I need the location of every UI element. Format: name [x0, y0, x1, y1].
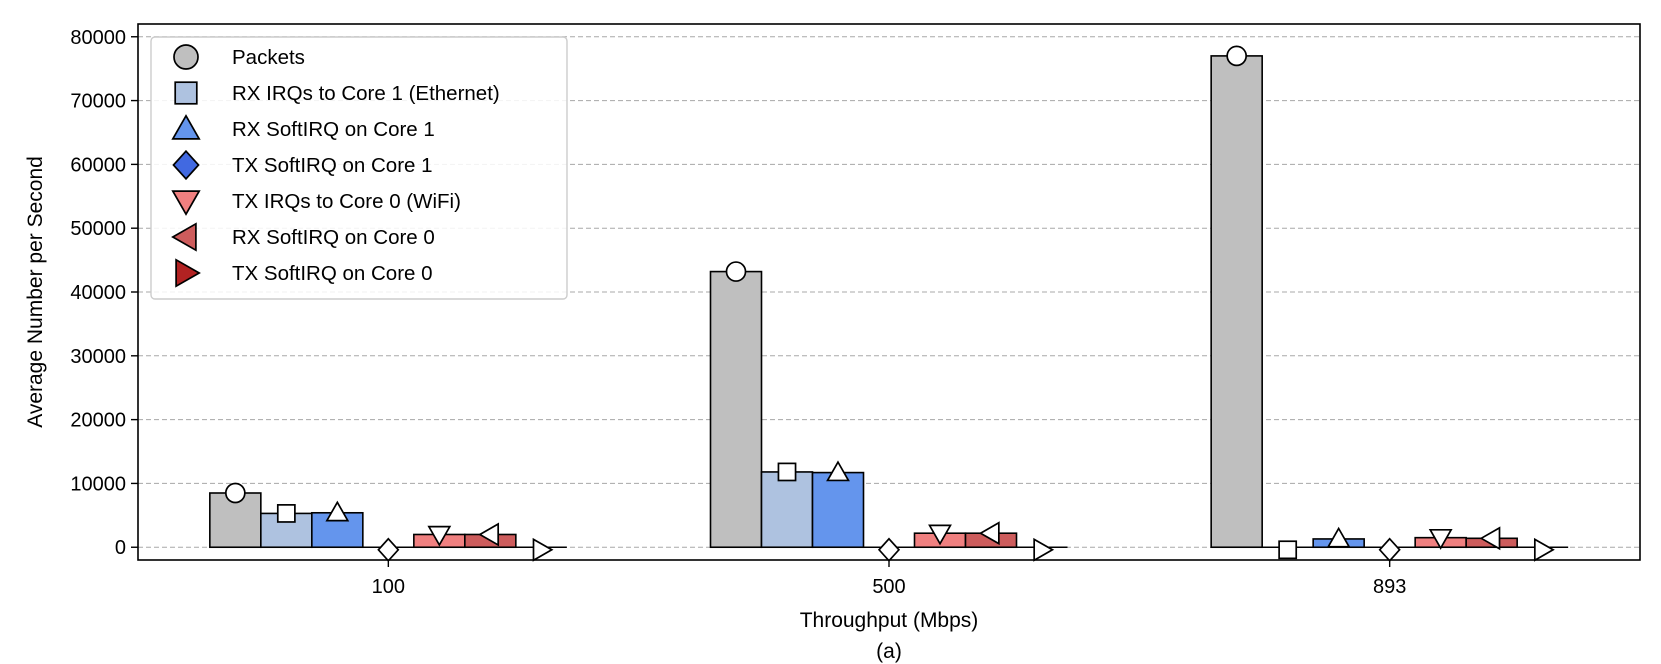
y-tick-label: 70000: [70, 91, 126, 113]
bar: [709, 270, 763, 549]
figure-caption: (a): [876, 640, 902, 663]
data-marker: [777, 462, 797, 482]
x-tick-label: 100: [372, 576, 405, 598]
legend-label: TX SoftIRQ on Core 1: [232, 154, 433, 177]
y-axis-title: Average Number per Second: [24, 156, 47, 428]
data-marker: [427, 525, 452, 547]
data-marker: [877, 537, 901, 563]
legend-marker: [171, 222, 197, 252]
legend-marker: [172, 149, 200, 181]
data-marker: [1326, 526, 1351, 548]
bar: [811, 471, 865, 549]
data-marker: [978, 521, 1000, 546]
y-tick-label: 80000: [70, 27, 126, 49]
data-marker: [276, 504, 296, 523]
markers: [224, 45, 1555, 563]
data-marker: [478, 522, 500, 547]
y-tick-label: 0: [115, 537, 126, 559]
data-marker: [1278, 540, 1298, 560]
data-marker: [1033, 537, 1055, 562]
legend-label: TX SoftIRQ on Core 0: [232, 262, 433, 285]
data-marker: [1226, 45, 1248, 67]
data-marker: [1378, 537, 1401, 563]
data-marker: [725, 261, 747, 282]
legend-label: RX IRQs to Core 1 (Ethernet): [232, 82, 500, 105]
x-tick-label: 500: [872, 576, 905, 598]
data-marker: [532, 537, 554, 562]
x-tick-label: 893: [1373, 576, 1406, 598]
data-marker: [1428, 528, 1453, 550]
legend-box: [150, 36, 568, 300]
legend-label: RX SoftIRQ on Core 0: [232, 226, 435, 249]
bar: [760, 471, 814, 549]
bar: [1210, 55, 1263, 549]
data-marker: [377, 537, 400, 563]
legend-marker: [175, 258, 201, 288]
y-tick-label: 10000: [70, 473, 126, 495]
y-tick-label: 30000: [70, 346, 126, 368]
bars: [209, 55, 1569, 549]
y-tick-label: 50000: [70, 218, 126, 240]
legend-label: TX IRQs to Core 0 (WiFi): [232, 190, 461, 213]
data-marker: [1533, 537, 1555, 562]
y-axis: 0 10000 20000 30000 40000 50000 60000 70000 8000…: [70, 27, 138, 559]
data-marker: [1479, 526, 1501, 551]
legend-marker: [171, 114, 201, 140]
y-tick-label: 20000: [70, 410, 126, 432]
x-axis: 100 500 893: [372, 560, 1406, 598]
legend-marker: [174, 81, 198, 105]
legend: Packets RX IRQs to Core 1 (Ethernet) RX So…: [150, 36, 568, 300]
y-tick-label: 40000: [70, 282, 126, 304]
x-axis-title: Throughput (Mbps): [800, 609, 979, 632]
legend-marker: [173, 44, 199, 70]
legend-marker: [171, 190, 201, 216]
data-marker: [325, 500, 350, 522]
data-marker: [928, 524, 952, 546]
legend-label: RX SoftIRQ on Core 1: [232, 118, 435, 141]
data-marker: [826, 460, 850, 482]
data-marker: [224, 482, 246, 504]
legend-label: Packets: [232, 46, 305, 69]
y-tick-label: 60000: [70, 154, 126, 176]
